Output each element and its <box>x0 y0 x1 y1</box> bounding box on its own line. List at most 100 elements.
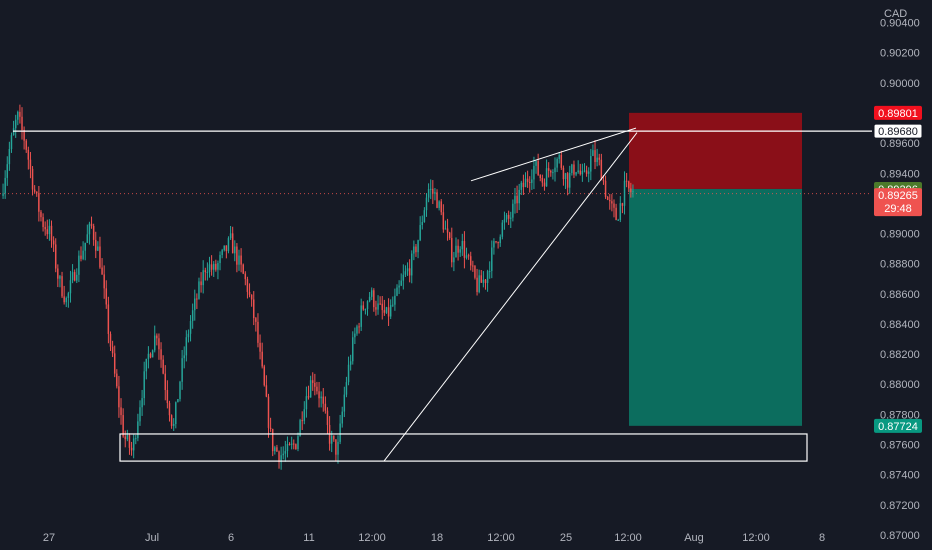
candle-body <box>290 443 293 445</box>
candle-body <box>510 217 512 219</box>
candle-body <box>27 149 30 160</box>
candle-body <box>627 181 630 189</box>
candle-body <box>590 156 592 172</box>
candle-body <box>137 421 139 439</box>
candle-body <box>19 111 21 117</box>
time-axis: 27 Jul 6 11 12:00 18 12:00 25 12:00 Aug 12:00 8 <box>43 532 825 544</box>
candle-body <box>170 415 173 426</box>
candle-body <box>575 172 577 175</box>
candle-body <box>339 423 341 442</box>
candle-body <box>271 428 274 452</box>
resistance-badge-text: 0.89680 <box>878 126 918 138</box>
candle-body <box>438 201 440 208</box>
candle-body <box>109 333 112 347</box>
candle-body <box>436 192 438 208</box>
price-tick-label: 0.88200 <box>880 349 920 361</box>
candle-body <box>552 172 554 174</box>
candle-body <box>101 267 103 275</box>
candle-body <box>484 279 487 283</box>
candle-body <box>518 189 520 204</box>
candle-body <box>128 434 131 448</box>
candle-body <box>579 170 582 175</box>
drawings[interactable] <box>13 127 872 462</box>
candle-body <box>158 338 160 350</box>
candle-body <box>554 167 556 173</box>
candle-body <box>301 420 303 422</box>
time-tick-label: 12:00 <box>742 532 770 544</box>
candle-body <box>368 296 371 302</box>
candle-body <box>602 180 605 182</box>
candle-body <box>278 451 280 463</box>
candle-body <box>398 285 400 288</box>
candle-body <box>543 182 546 187</box>
candle-body <box>566 173 569 188</box>
candle-body <box>122 415 124 437</box>
candle-body <box>36 191 38 194</box>
candle-body <box>442 212 445 230</box>
take-profit-badge <box>874 418 922 433</box>
candle-body <box>78 255 80 275</box>
candle-body <box>434 192 436 194</box>
candle-body <box>132 438 135 451</box>
time-tick-label: 12:00 <box>358 532 386 544</box>
candle-body <box>234 246 236 254</box>
candle-body <box>619 203 622 220</box>
candle-body <box>240 255 242 265</box>
candle-body <box>181 358 183 382</box>
candle-body <box>33 189 36 192</box>
candle-body <box>556 158 558 168</box>
candle-body <box>598 157 600 160</box>
stop-loss-badge-text: 0.89801 <box>878 108 918 120</box>
candle-body <box>343 394 346 412</box>
candle-body <box>61 276 63 297</box>
candle-body <box>164 373 167 391</box>
candle-body <box>461 240 464 250</box>
candle-body <box>267 396 270 428</box>
candle-body <box>206 272 209 274</box>
candle-body <box>88 223 91 235</box>
candle-body <box>535 161 537 166</box>
candle-body <box>221 250 223 255</box>
candle-body <box>531 179 533 183</box>
candle-body <box>153 335 156 351</box>
candle-body <box>417 240 419 253</box>
candle-body <box>581 170 584 175</box>
candle-body <box>514 195 516 204</box>
candle-body <box>478 275 480 292</box>
candle-body <box>299 420 301 437</box>
candle-body <box>512 203 514 218</box>
candle-body <box>316 386 318 392</box>
candle-body <box>244 273 247 280</box>
candle-body <box>208 264 211 273</box>
wedge-lower-line <box>383 132 638 462</box>
time-tick-label: 8 <box>819 532 825 544</box>
candle-body <box>459 249 461 253</box>
candle-body <box>179 381 181 400</box>
candle-body <box>360 305 362 327</box>
candle-body <box>402 274 405 281</box>
candle-body <box>23 129 25 141</box>
candle-body <box>255 318 257 322</box>
candle-body <box>2 193 4 196</box>
price-tick-label: 0.89000 <box>880 229 920 241</box>
candle-body <box>194 298 196 311</box>
candle-body <box>288 443 291 445</box>
candle-body <box>248 291 251 295</box>
position-zones <box>629 112 802 426</box>
candle-body <box>111 346 114 354</box>
candle-body <box>379 303 381 305</box>
candle-body <box>539 175 541 178</box>
candle-body <box>425 197 428 211</box>
candles <box>2 104 634 470</box>
candle-body <box>139 407 141 422</box>
candle-body <box>446 228 449 233</box>
candle-body <box>318 391 320 399</box>
time-tick-label: 18 <box>431 532 443 544</box>
candle-body <box>625 180 628 182</box>
candle-body <box>587 171 590 174</box>
candle-body <box>505 214 508 220</box>
price-tick-label: 0.89400 <box>880 168 920 180</box>
candle-body <box>126 434 129 440</box>
